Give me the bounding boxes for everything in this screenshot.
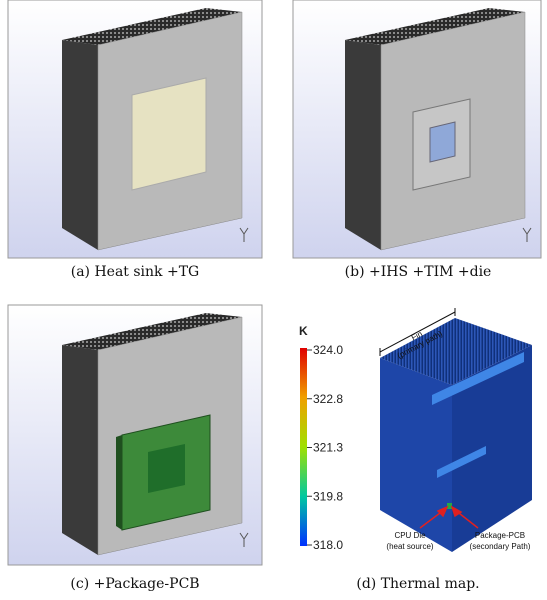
package-core (148, 444, 185, 493)
colorbar-tick-label: 321.3 (313, 441, 343, 455)
annotation: CPU Die (394, 531, 426, 540)
thermal-grease (132, 78, 206, 190)
colorbar-unit: K (299, 324, 308, 338)
annotation: Package-PCB (475, 531, 525, 540)
caption: (c) +Package-PCB (70, 576, 199, 592)
caption: (b) +IHS +TIM +die (345, 264, 492, 280)
panel-a (8, 0, 262, 258)
colorbar-tick-label: 324.0 (313, 343, 343, 357)
sink-side (380, 358, 452, 552)
pcb-edge (116, 435, 122, 530)
colorbar-ticks: 324.0 322.8 321.3 319.8 318.0 (307, 343, 343, 552)
figure: (a) Heat sink +TG (b) +IHS +TIM +die (c)… (0, 0, 547, 600)
panel-c (8, 305, 262, 565)
annotation: (heat source) (386, 542, 433, 551)
annotation: (secondary Path) (470, 542, 531, 551)
caption: (a) Heat sink +TG (71, 264, 200, 280)
figure-canvas: (a) Heat sink +TG (b) +IHS +TIM +die (c)… (0, 0, 547, 600)
colorbar-tick-label: 319.8 (313, 489, 343, 503)
colorbar-tick-label: 322.8 (313, 392, 343, 406)
colorbar-tick-label: 318.0 (313, 538, 343, 552)
panel-b (293, 0, 541, 258)
die (430, 122, 455, 162)
colorbar (300, 348, 307, 546)
caption: (d) Thermal map. (356, 576, 479, 592)
